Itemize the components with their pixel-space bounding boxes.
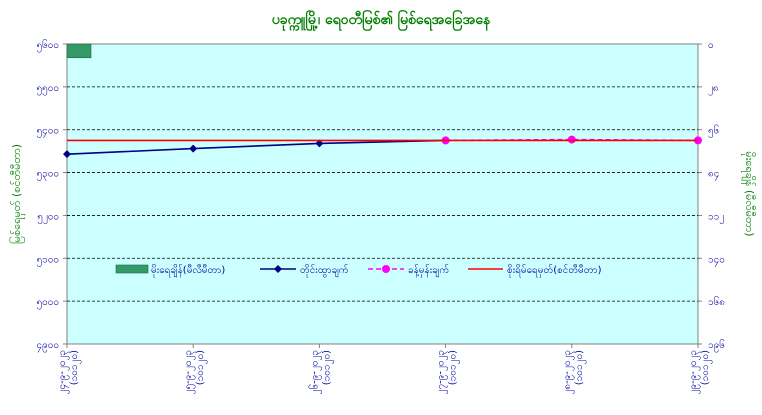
x-tick-label-line: (၁၀၁၂၀): [195, 350, 208, 385]
left-tick-label: ၅၆၀၀: [37, 38, 60, 53]
legend-label-forecast: ခန့်မှန်းချက်: [408, 263, 449, 278]
left-tick-label: ၅၃၀၀: [37, 169, 60, 182]
x-tick-label-line: ၂၈-၉-၂၀၂၃: [562, 350, 575, 395]
x-tick-label-line: (၁၀၁၂၀): [321, 350, 334, 385]
left-tick-label: ၅၀၀၀: [37, 297, 60, 310]
x-tick-label-line: (၁၀၁၂၀): [448, 350, 461, 385]
x-tick-label-line: ၂၉-၉-၂၀၂၃: [688, 350, 701, 394]
legend-marker-forecast: [382, 265, 390, 273]
x-tick-label-line: (၁၀၁၂၀): [69, 350, 82, 385]
right-tick-label: ၁၁၂: [708, 211, 724, 224]
right-tick-label: ၈၄: [708, 169, 719, 182]
plot-area: [66, 43, 699, 345]
x-tick-label-line: ၂၄-၉-၂၀၂၃: [57, 350, 70, 394]
x-tick-label: ၂၆-၉-၂၀၂၃(၁၀၁၂၀): [307, 350, 334, 395]
x-tick-label: ၂၇-၉-၂၀၂၃(၁၀၁၂၀): [436, 350, 461, 395]
x-tick-label-line: ၂၇-၉-၂၀၂၃: [436, 350, 449, 394]
right-tick-label: ၂၈: [708, 83, 719, 96]
right-tick-label: ၁၄၀: [708, 254, 725, 267]
x-tick-label: ၂၈-၉-၂၀၂၃(၁၀၁၂၀): [562, 350, 587, 395]
series-line-1: [66, 139, 446, 155]
legend-label-rainfall: မိုးရေချိန်(မီလီမီတာ): [151, 263, 225, 278]
gridlines: [67, 86, 698, 302]
right-tick-label: ၁၆၈: [708, 295, 725, 308]
left-tick-label: ၅၅၀၀: [37, 83, 60, 96]
x-tick-label-line: ၂၅-၉-၂၀၂၃: [183, 350, 196, 394]
data-point-measured: [315, 139, 324, 148]
legend-label-danger: စိုးရိမ်ရေမှတ်(စင်တီမီတာ): [507, 263, 602, 278]
right-tick-label: ၅၆: [708, 124, 720, 139]
x-tick-label-line: (၁၀၁၂၀): [700, 350, 713, 385]
left-tick-label: ၅၄၀၀: [37, 126, 60, 139]
y-axis-left-label: မြစ်ရေမှတ် (စင်တီမီတာ): [9, 144, 25, 244]
legend-swatch-rainfall: [115, 264, 149, 274]
data-point-measured: [189, 144, 198, 153]
right-tick-label: ၁၉၆: [708, 338, 725, 353]
legend: မိုးရေချိန်(မီလီမီတာ) တိုင်းထွာချက် ခန့်…: [115, 263, 602, 278]
x-tick-label: ၂၄-၉-၂၀၂၃(၁၀၁၂၀): [57, 350, 82, 395]
rainfall-bar: [66, 43, 92, 59]
rainfall-bars: [66, 43, 92, 59]
x-tick-label-line: (၁၀၁၂၀): [574, 350, 587, 385]
x-tick-label-line: ၂၆-၉-၂၀၂၃: [307, 350, 322, 394]
legend-marker-measured: [274, 265, 282, 273]
right-tick-label: ၀: [708, 40, 714, 51]
data-point-measured: [63, 150, 71, 159]
x-axis-ticks: ၂၄-၉-၂၀၂၃(၁၀၁၂၀) ၂၅-၉-၂၀၂၃(၁၀၁၂၀) ၂၆-၉-၂၀၂…: [57, 344, 713, 395]
left-tick-label: ၄၉၀၀: [37, 340, 60, 353]
chart-title: ပခုက္ကူမြို့၊ ရေဝတီမြစ်၏ မြစ်ရေအခြေအနေ: [272, 10, 491, 31]
y-axis-right-label: မိုးရေချိန် (မီလီမီတာ): [741, 151, 756, 236]
data-point-forecast: [567, 135, 576, 144]
x-tick-label: ၂၅-၉-၂၀၂၃(၁၀၁၂၀): [183, 350, 208, 395]
left-tick-label: ၅၁၀၀: [37, 254, 60, 267]
x-tick-label: ၂၉-၉-၂၀၂၃(၁၀၁၂၀): [688, 350, 713, 395]
left-tick-label: ၅၂၀၀: [37, 211, 59, 224]
series-lines: [63, 135, 702, 159]
legend-label-measured: တိုင်းထွာချက်: [300, 263, 349, 278]
